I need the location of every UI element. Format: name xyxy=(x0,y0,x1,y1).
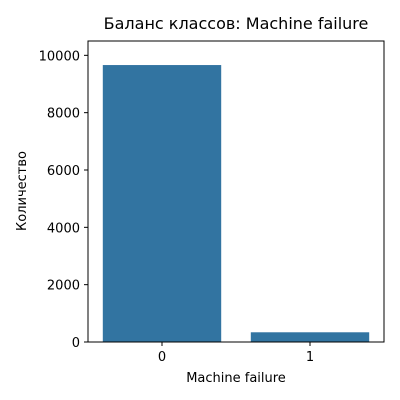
x-axis-label: Machine failure xyxy=(186,371,286,386)
plot-area: 0 1 0 2000 4000 6000 8000 10000 xyxy=(39,40,385,365)
y-tick-label: 10000 xyxy=(39,49,80,64)
x-tick-label: 1 xyxy=(306,350,314,365)
y-tick-label: 0 xyxy=(72,336,80,351)
chart-title: Баланс классов: Machine failure xyxy=(104,14,369,33)
bar-0 xyxy=(102,65,222,342)
y-axis-label: Количество xyxy=(15,151,30,231)
y-tick-label: 8000 xyxy=(47,107,80,122)
y-tick-label: 2000 xyxy=(47,279,80,294)
y-tick-label: 6000 xyxy=(47,164,80,179)
x-tick-label: 0 xyxy=(158,350,166,365)
plot-frame xyxy=(87,40,385,343)
y-tick-label: 4000 xyxy=(47,221,80,236)
bar-1 xyxy=(250,332,370,342)
